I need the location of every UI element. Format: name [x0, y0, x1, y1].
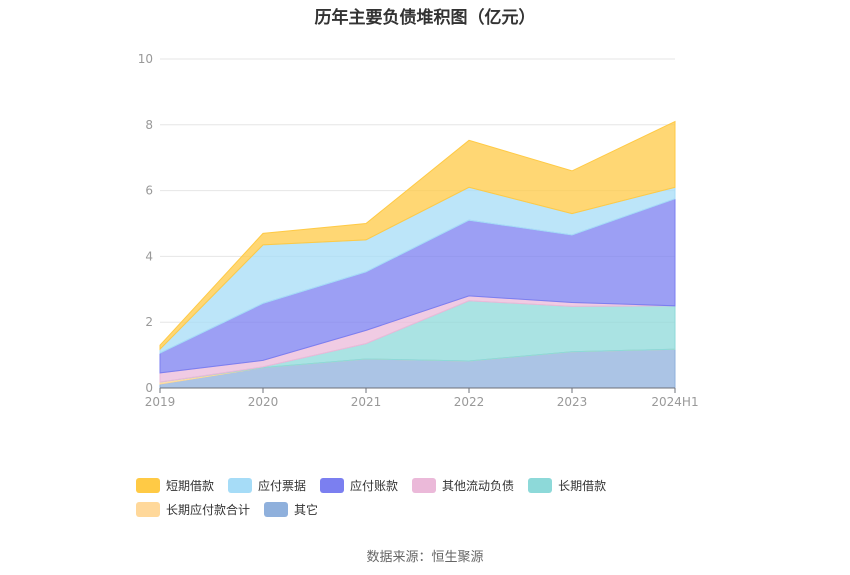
legend-swatch [264, 501, 289, 517]
legend-swatch [528, 477, 553, 493]
y-tick-label: 8 [145, 118, 153, 132]
legend-swatch [320, 477, 345, 493]
x-tick-label: 2021 [351, 395, 382, 409]
legend-label: 其他流动负债 [442, 478, 515, 493]
y-tick-label: 4 [145, 249, 153, 263]
x-tick-label: 2020 [248, 395, 279, 409]
legend-item[interactable]: 应付票据 [228, 473, 306, 497]
area-series [159, 120, 676, 389]
area-series-6 [159, 120, 676, 351]
x-tick-label: 2024H1 [651, 395, 698, 409]
x-tick-label: 2022 [454, 395, 485, 409]
legend-label: 应付账款 [350, 478, 399, 493]
y-tick-label: 6 [145, 184, 153, 198]
legend-item[interactable]: 长期借款 [528, 473, 606, 497]
legend-label: 其它 [294, 502, 319, 517]
legend-swatch [412, 477, 437, 493]
y-tick-label: 10 [138, 52, 153, 66]
legend-item[interactable]: 其它 [264, 497, 318, 521]
legend-item[interactable]: 短期借款 [136, 473, 214, 497]
legend-label: 长期应付款合计 [166, 502, 251, 517]
stacked-area-chart: 0 2 4 6 8 10 2019 2020 2021 2022 2023 2024H1 [138, 52, 699, 409]
legend-label: 短期借款 [166, 478, 215, 493]
chart-title: 历年主要负债堆积图（亿元） [314, 8, 536, 28]
legend-swatch [228, 477, 253, 493]
axes: 0 2 4 6 8 10 2019 2020 2021 2022 2023 2024H1 [138, 52, 699, 409]
legend-label: 长期借款 [558, 478, 607, 493]
y-tick-label: 0 [145, 381, 153, 395]
legend-swatch [136, 501, 160, 517]
legend-item[interactable]: 长期应付款合计 [136, 497, 250, 521]
legend-item[interactable]: 其他流动负债 [412, 473, 514, 497]
legend-label: 应付票据 [258, 478, 307, 493]
x-tick-label: 2019 [145, 395, 176, 409]
legend: 短期借款 应付票据 应付账款 其他流动负债 长期借款长期应付款合计 其它 [136, 473, 736, 521]
data-source: 数据来源：恒生聚源 [366, 550, 484, 565]
y-tick-label: 2 [145, 315, 153, 329]
legend-swatch [136, 477, 160, 493]
legend-item[interactable]: 应付账款 [320, 473, 398, 497]
x-tick-label: 2023 [557, 395, 588, 409]
